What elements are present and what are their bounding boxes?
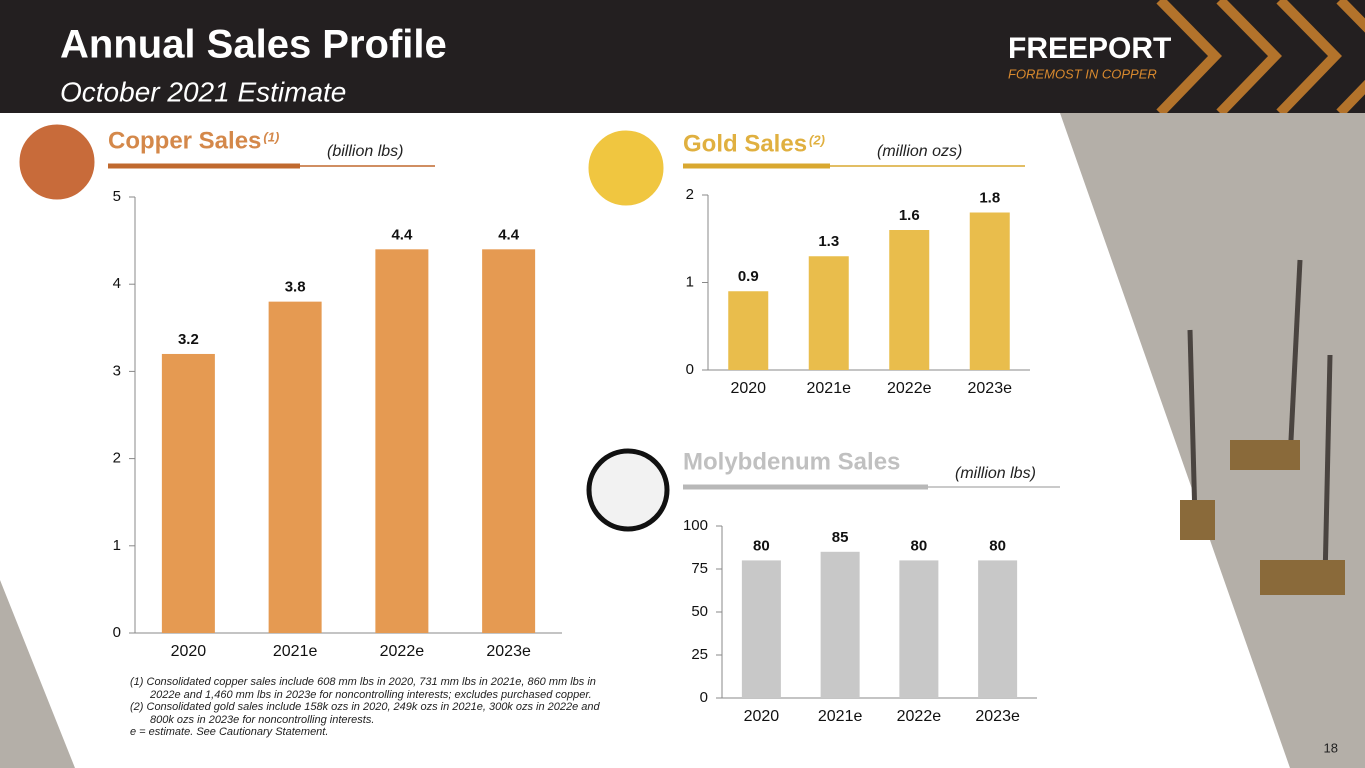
x-tick-label: 2023e [975, 708, 1020, 725]
chart-unit: (million lbs) [955, 465, 1036, 482]
data-label: 0.9 [738, 268, 759, 285]
header-band [0, 0, 1365, 113]
page-number: 18 [1324, 740, 1338, 755]
drill-rigs [1180, 259, 1345, 595]
chevrons [1156, 0, 1365, 117]
chart-title: Molybdenum Sales [683, 448, 900, 475]
data-label: 3.2 [178, 331, 199, 348]
x-tick-label: 2023e [968, 380, 1013, 397]
slide-subtitle: October 2021 Estimate [60, 76, 346, 107]
section-icon [16, 121, 98, 203]
bar [889, 230, 930, 370]
bar [375, 249, 429, 633]
data-label: 3.8 [285, 279, 306, 296]
footnote: (2) Consolidated gold sales include 158k… [130, 701, 600, 726]
data-label: 1.6 [899, 207, 920, 224]
data-label: 4.4 [391, 226, 413, 243]
y-tick-label: 50 [691, 603, 708, 620]
chart-title-note: (2) [809, 132, 825, 147]
logo: FREEPORT [1008, 32, 1171, 65]
y-tick-label: 3 [113, 362, 121, 379]
x-tick-label: 2021e [807, 380, 852, 397]
logo-tagline: FOREMOST IN COPPER [1008, 66, 1157, 81]
chart-title: Copper Sales [108, 127, 261, 154]
y-tick-label: 5 [113, 188, 121, 205]
bar [820, 551, 860, 698]
bar [728, 291, 769, 370]
y-tick-label: 75 [691, 560, 708, 577]
bar [969, 212, 1010, 370]
section-icon [586, 448, 670, 532]
bar [899, 560, 939, 698]
y-tick-label: 2 [113, 450, 121, 467]
data-label: 4.4 [498, 226, 520, 243]
y-tick-label: 2 [686, 186, 694, 203]
footnote: (1) Consolidated copper sales include 60… [130, 676, 596, 701]
bar [741, 560, 781, 698]
y-tick-label: 4 [113, 275, 121, 292]
section-icon [585, 127, 667, 209]
x-tick-label: 2023e [486, 643, 531, 660]
bar [268, 301, 322, 633]
x-tick-label: 2020 [744, 708, 780, 725]
y-tick-label: 100 [683, 517, 708, 534]
bar [978, 560, 1018, 698]
chart-unit: (million ozs) [877, 143, 962, 160]
x-tick-label: 2021e [818, 708, 863, 725]
data-label: 1.8 [979, 189, 1000, 206]
footnote: e = estimate. See Cautionary Statement. [130, 726, 329, 738]
data-label: 80 [911, 537, 928, 554]
data-label: 80 [989, 537, 1006, 554]
x-tick-label: 2022e [887, 380, 932, 397]
bar [808, 256, 849, 370]
chart-title: Gold Sales [683, 130, 807, 157]
slide-title: Annual Sales Profile [60, 23, 447, 67]
chart-unit: (billion lbs) [327, 143, 403, 160]
y-tick-label: 25 [691, 646, 708, 663]
mine-photo-corner [0, 580, 75, 768]
mine-photo [1060, 113, 1365, 768]
x-tick-label: 2022e [380, 643, 425, 660]
bar [161, 353, 215, 633]
y-tick-label: 1 [686, 273, 694, 290]
y-tick-label: 1 [113, 537, 121, 554]
x-tick-label: 2020 [171, 643, 207, 660]
footnotes: (1) Consolidated copper sales include 60… [130, 676, 615, 739]
data-label: 85 [832, 529, 849, 546]
x-tick-label: 2020 [730, 380, 766, 397]
chart-title-note: (1) [263, 129, 279, 144]
data-label: 1.3 [818, 233, 839, 250]
y-tick-label: 0 [686, 361, 694, 378]
y-tick-label: 0 [700, 689, 708, 706]
bar [482, 249, 536, 633]
x-tick-label: 2021e [273, 643, 318, 660]
x-tick-label: 2022e [897, 708, 942, 725]
y-tick-label: 0 [113, 624, 121, 641]
data-label: 80 [753, 537, 770, 554]
